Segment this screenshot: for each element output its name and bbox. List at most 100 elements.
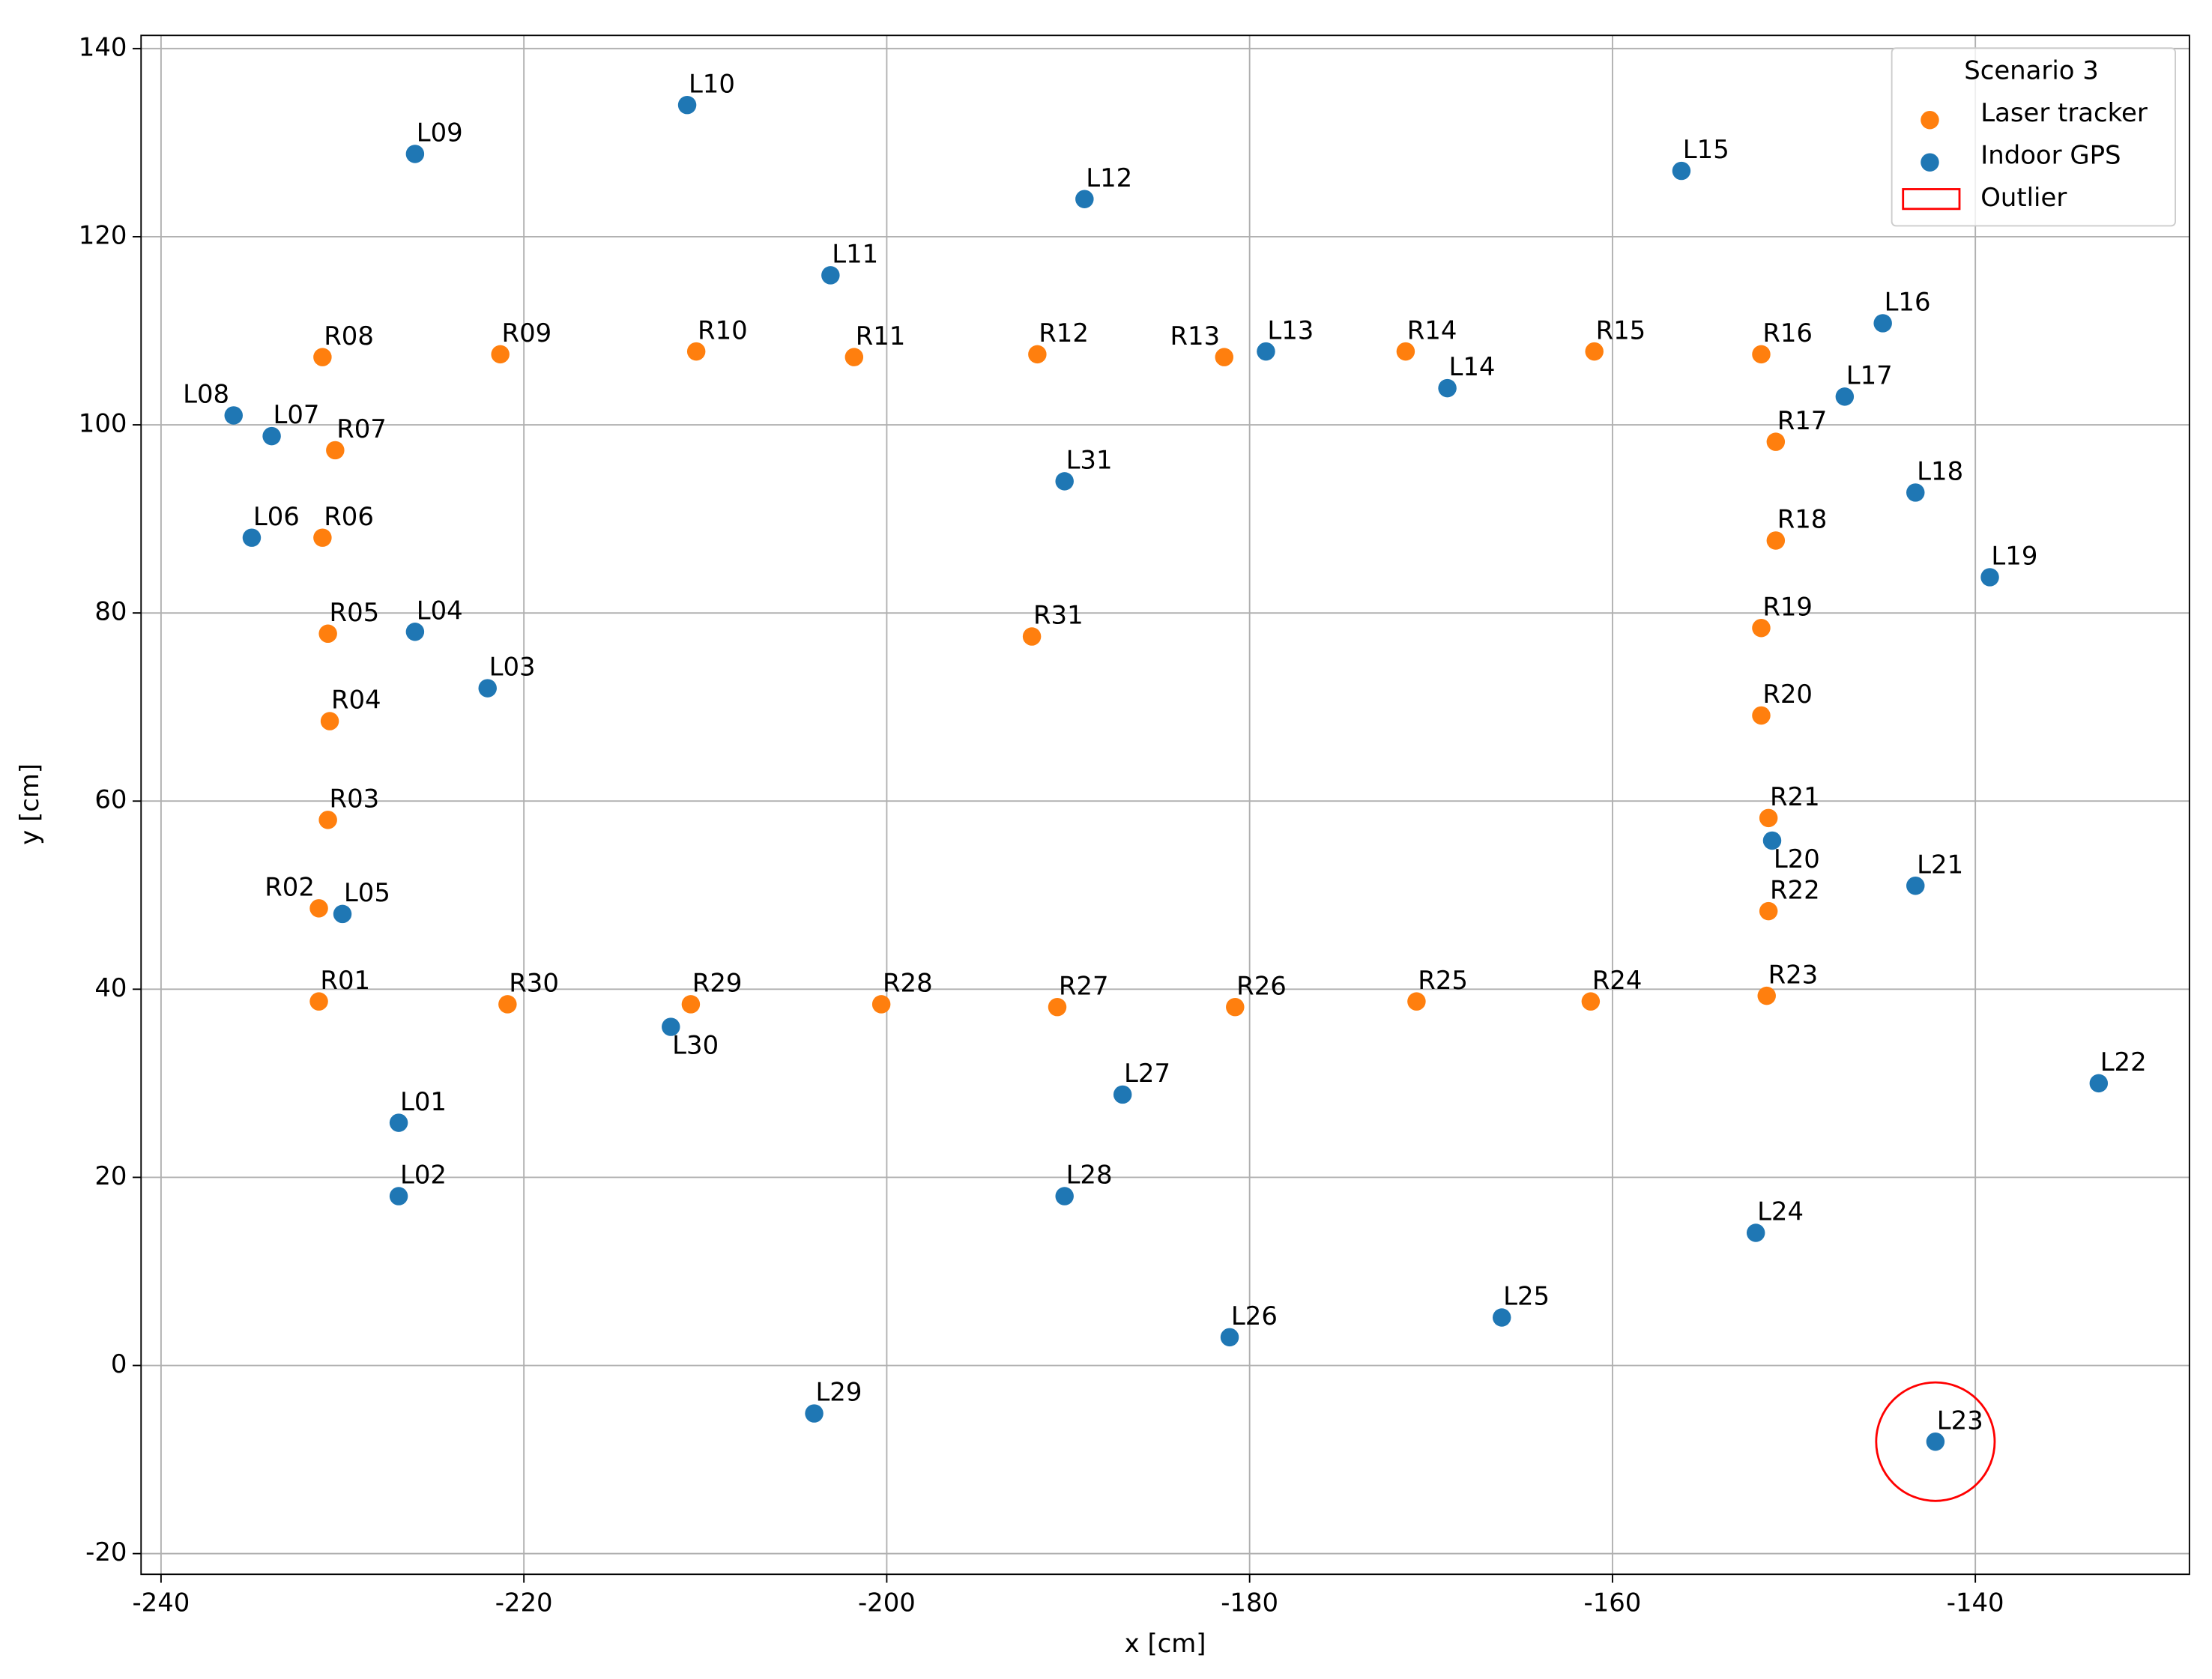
point-label: R14 [1407,315,1457,345]
point-label: R11 [856,321,906,351]
point-label: L11 [832,240,878,269]
point [1766,531,1786,550]
legend-marker [1921,153,1939,172]
point [1585,342,1604,361]
point-label: L23 [1937,1406,1983,1435]
point [686,342,706,361]
point [1396,342,1415,361]
point [1762,831,1782,850]
point [242,528,262,547]
point [320,712,339,730]
point-label: R21 [1770,782,1820,811]
point [313,528,332,547]
point-label: L02 [400,1161,447,1190]
x-tick-label: -180 [1221,1588,1278,1617]
point-label: R27 [1059,971,1109,1000]
point-label: L07 [273,400,319,429]
legend-marker [1921,110,1939,130]
point [1672,161,1691,181]
point [681,995,701,1014]
point-label: L01 [400,1087,447,1116]
point [1581,992,1601,1011]
point-label: L03 [489,653,536,682]
point-label: L20 [1774,844,1820,874]
x-tick-label: -160 [1583,1588,1641,1617]
point [1759,901,1778,921]
point [871,995,891,1014]
point [1075,190,1094,208]
point-label: R24 [1592,966,1643,995]
point [326,441,345,460]
point [262,426,281,446]
point [1757,986,1776,1005]
point [1438,378,1457,398]
x-tick-label: -140 [1947,1588,2004,1617]
point-label: R15 [1596,315,1646,345]
point [405,145,425,163]
point-label: R26 [1236,971,1287,1000]
point [1835,387,1855,406]
point [309,992,328,1011]
point-label: R22 [1770,875,1820,904]
point-label: L10 [689,69,735,98]
point [318,624,337,643]
point-label: L29 [815,1378,862,1407]
point-label: R02 [265,873,315,902]
point-label: L21 [1917,850,1963,879]
y-axis-label: y [cm] [15,763,44,845]
point [1752,706,1771,725]
point-label: R08 [324,321,374,351]
point-label: R04 [331,686,381,715]
point [1492,1308,1511,1327]
point-label: R03 [330,784,380,813]
x-axis-label: x [cm] [1125,1629,1206,1658]
point-label: R31 [1033,601,1084,630]
point-label: L17 [1846,361,1893,390]
point-label: L16 [1885,288,1931,317]
point [1752,345,1771,364]
point-label: L19 [1991,542,2037,571]
y-tick-label: 20 [94,1161,127,1191]
point [224,406,243,425]
point-label: L05 [344,878,390,907]
point [1752,618,1771,638]
point-label: L24 [1757,1197,1804,1226]
point-label: R19 [1762,592,1813,621]
point [478,679,497,698]
point-label: R30 [509,969,559,998]
point [1055,1187,1074,1205]
point [1257,342,1275,361]
point [677,95,697,115]
outlier-circle [1875,1381,1996,1502]
legend-box [1891,47,2176,227]
point [1746,1223,1765,1242]
point-label: R12 [1039,318,1089,348]
point [1906,483,1925,502]
point-label: R28 [883,969,933,998]
point [1220,1328,1239,1347]
legend-label: Laser tracker [1980,98,2148,127]
point [1906,876,1925,895]
point-label: L08 [183,380,229,409]
point-label: R17 [1777,406,1828,435]
point-label: L18 [1917,457,1963,486]
x-tick-label: -200 [858,1588,916,1617]
point [405,623,425,641]
point-label: R07 [336,414,387,444]
point-label: L04 [417,596,463,625]
y-tick-label: 40 [94,973,127,1002]
legend-marker [1902,188,1961,211]
point-label: L25 [1503,1282,1550,1311]
y-tick-label: 140 [79,32,127,61]
point-label: L09 [417,118,463,148]
point [1055,472,1074,491]
point [309,899,328,918]
point [1226,997,1245,1017]
point [1022,627,1042,646]
point [498,995,517,1014]
point [389,1187,408,1205]
y-tick-label: -20 [85,1537,127,1567]
point-label: R23 [1768,960,1819,989]
point-label: R06 [324,502,374,531]
